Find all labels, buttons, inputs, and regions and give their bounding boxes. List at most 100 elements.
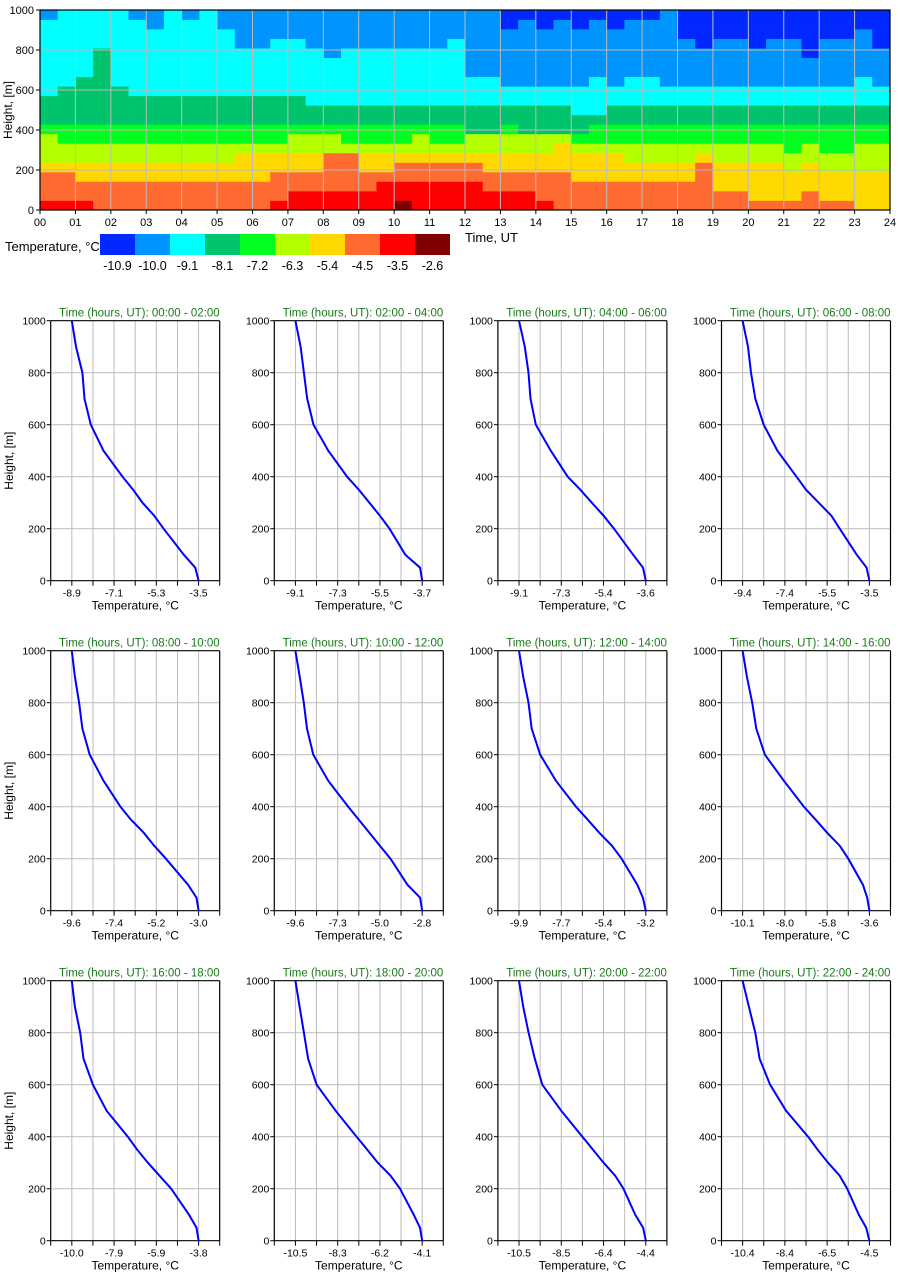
heatmap-cell xyxy=(110,48,129,59)
heatmap-cell xyxy=(341,190,360,201)
heatmap-cell xyxy=(411,181,430,192)
heatmap-cell xyxy=(872,67,891,78)
heatmap-cell xyxy=(234,95,253,106)
heatmap-cell xyxy=(872,114,891,125)
heatmap-cell xyxy=(518,181,537,192)
heatmap-cell xyxy=(836,48,855,59)
profile-xtick-label: -5.8 xyxy=(818,918,836,930)
heatmap-cell xyxy=(482,181,501,192)
profile-ytick-label: 0 xyxy=(40,906,46,918)
heatmap-cell xyxy=(659,48,678,59)
profile-title: Time (hours, UT): 02:00 - 04:00 xyxy=(283,308,444,320)
heatmap-cell xyxy=(146,124,165,135)
heatmap-cell xyxy=(57,67,76,78)
heatmap-cell xyxy=(642,190,661,201)
profile-xtick-label: -3.5 xyxy=(860,588,878,600)
heatmap-cell xyxy=(872,29,891,39)
heatmap-cell xyxy=(748,200,767,211)
heatmap-cell xyxy=(535,143,554,154)
heatmap-cell xyxy=(287,152,307,163)
heatmap-cell xyxy=(181,38,200,49)
heatmap-cell xyxy=(323,10,342,20)
heatmap-cell xyxy=(163,124,183,135)
heatmap-cell xyxy=(40,57,59,68)
profile-xtick-label: -10.1 xyxy=(731,918,755,930)
heatmap-cell xyxy=(465,190,484,201)
heatmap-cell xyxy=(447,67,466,78)
heatmap-ytick-label: 1000 xyxy=(10,5,34,17)
heatmap-cell xyxy=(447,200,466,211)
heatmap-xtick-label: 21 xyxy=(778,217,790,229)
heatmap-cell xyxy=(624,143,643,154)
heatmap-cell xyxy=(75,133,94,144)
colorbar-swatch xyxy=(380,234,415,255)
profile-ytick-label: 600 xyxy=(252,420,270,432)
profile-xtick-label: -5.9 xyxy=(147,1248,165,1260)
heatmap-cell xyxy=(305,29,324,39)
heatmap-cell xyxy=(518,190,537,201)
heatmap-cell xyxy=(588,48,608,59)
profile-ytick-label: 600 xyxy=(252,1080,270,1092)
heatmap-cell xyxy=(358,76,377,87)
heatmap-cell xyxy=(854,200,873,211)
heatmap-cell xyxy=(482,29,501,39)
profile-xtick-label: -7.3 xyxy=(552,588,570,600)
heatmap-xtick-label: 18 xyxy=(671,217,683,229)
heatmap-cell xyxy=(553,124,572,135)
heatmap-cell xyxy=(642,57,661,68)
heatmap-cell xyxy=(287,57,307,68)
heatmap-cell xyxy=(411,162,430,173)
heatmap-cell xyxy=(234,124,253,135)
heatmap-cell xyxy=(588,57,608,68)
heatmap-cell xyxy=(854,19,873,30)
heatmap-cell xyxy=(695,200,714,211)
heatmap-cell xyxy=(305,190,324,201)
heatmap-cell xyxy=(411,57,430,68)
heatmap-cell xyxy=(287,19,307,30)
heatmap-cell xyxy=(75,76,94,87)
heatmap-cell xyxy=(624,29,643,39)
heatmap-cell xyxy=(40,133,59,144)
heatmap-cell xyxy=(234,200,253,211)
profile-ytick-label: 200 xyxy=(699,524,717,536)
heatmap-cell xyxy=(358,19,377,30)
heatmap-cell xyxy=(872,143,891,154)
heatmap-cell xyxy=(376,10,395,20)
heatmap-cell xyxy=(217,200,236,211)
heatmap-cell xyxy=(819,57,838,68)
heatmap-cell xyxy=(341,152,360,163)
heatmap-cell xyxy=(482,57,501,68)
profile-x-axis-label: Temperature, °C xyxy=(539,929,627,943)
heatmap-cell xyxy=(57,29,76,39)
heatmap-cell xyxy=(128,114,147,125)
heatmap-cell xyxy=(287,48,307,59)
heatmap-cell xyxy=(181,105,200,116)
heatmap-cell xyxy=(819,162,838,173)
profile-ytick-label: 1000 xyxy=(22,646,46,658)
profile-ytick-label: 400 xyxy=(28,472,46,484)
heatmap-cell xyxy=(588,171,608,182)
heatmap-cell xyxy=(588,67,608,78)
heatmap-cell xyxy=(40,86,59,97)
heatmap-cell xyxy=(553,105,572,116)
heatmap-cell xyxy=(252,133,271,144)
heatmap-cell xyxy=(429,133,448,144)
profile-title: Time (hours, UT): 00:00 - 02:00 xyxy=(59,308,220,320)
heatmap-cell xyxy=(411,152,430,163)
heatmap-cell xyxy=(606,162,625,173)
profile-ytick-label: 1000 xyxy=(246,316,270,328)
heatmap-cell xyxy=(783,67,802,78)
heatmap-cell xyxy=(93,171,112,182)
heatmap-cell xyxy=(500,76,519,87)
heatmap-cell xyxy=(482,162,501,173)
heatmap-cell xyxy=(128,190,147,201)
heatmap-cell xyxy=(305,105,324,116)
heatmap-cell xyxy=(376,114,395,125)
heatmap-cell xyxy=(642,152,661,163)
heatmap-cell xyxy=(252,143,271,154)
heatmap-cell xyxy=(146,181,165,192)
heatmap-cell xyxy=(500,19,519,30)
heatmap-cell xyxy=(447,76,466,87)
heatmap-cell xyxy=(252,19,271,30)
heatmap-cell xyxy=(323,162,342,173)
